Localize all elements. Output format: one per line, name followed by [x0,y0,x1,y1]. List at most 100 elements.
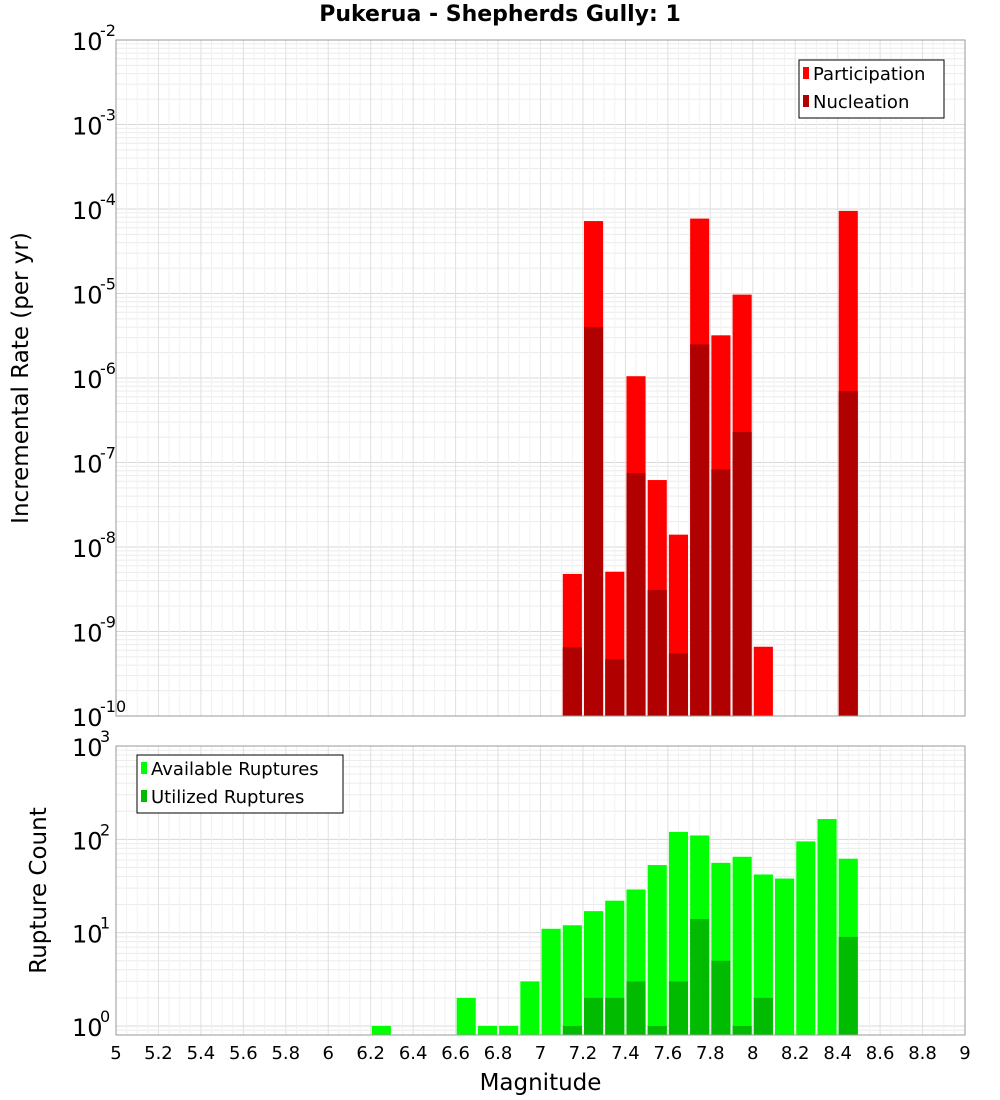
x-tick-label: 5.4 [187,1043,216,1064]
bar-utilized-ruptures [753,997,773,1035]
x-tick-label: 5.8 [271,1043,300,1064]
y-tick-label: 10 [72,620,103,648]
bar-available-ruptures [647,865,667,1035]
x-tick-label: 5.2 [144,1043,173,1064]
y-tick-exponent: 1 [100,914,110,933]
bar-utilized-ruptures [838,936,858,1035]
y-tick-exponent: -10 [100,697,126,716]
bar-nucleation [838,391,858,716]
bar-utilized-ruptures [562,1025,582,1035]
bar-utilized-ruptures [647,1025,667,1035]
legend-label: Participation [813,64,925,85]
x-tick-label: 7 [535,1043,546,1064]
y-tick-label: 10 [72,366,103,394]
y-axis-label: Rupture Count [26,807,52,973]
bar-available-ruptures [732,856,752,1035]
bar-utilized-ruptures [711,960,731,1035]
y-tick-exponent: -9 [100,613,116,632]
y-tick-label: 10 [72,28,103,56]
x-tick-label: 8.4 [823,1043,852,1064]
bar-available-ruptures [520,981,540,1035]
x-tick-label: 8.8 [908,1043,937,1064]
y-tick-label: 10 [72,535,103,563]
bar-nucleation [732,431,752,716]
bar-utilized-ruptures [626,981,646,1035]
y-tick-label: 10 [72,734,103,762]
x-tick-label: 8.2 [781,1043,810,1064]
legend: Participation Nucleation [798,59,945,119]
chart-panel-1: 10-1010-910-810-710-610-510-410-310-2Inc… [8,21,966,732]
y-tick-label: 10 [72,1014,103,1042]
y-tick-exponent: 2 [100,820,110,839]
bar-nucleation [711,469,731,716]
bar-nucleation [605,659,625,716]
bar-available-ruptures [477,1025,497,1035]
x-tick-label: 7.8 [696,1043,725,1064]
bar-utilized-ruptures [605,997,625,1035]
bar-nucleation [668,653,689,716]
y-tick-exponent: -4 [100,190,116,209]
y-tick-label: 10 [72,282,103,310]
x-tick-label: 8.6 [866,1043,895,1064]
x-tick-label: 6.2 [356,1043,385,1064]
x-tick-label: 5 [110,1043,121,1064]
y-tick-exponent: 0 [100,1007,110,1026]
x-tick-label: 5.6 [229,1043,258,1064]
bar-nucleation [690,344,710,716]
y-tick-label: 10 [72,451,103,479]
plot-border [115,745,966,1036]
legend-box [136,754,344,814]
bar-utilized-ruptures [690,919,710,1035]
legend-box [798,59,945,119]
bar-available-ruptures [499,1025,519,1035]
y-tick-label: 10 [72,921,103,949]
legend: Available Ruptures Utilized Ruptures [136,754,344,814]
legend-swatch [803,95,809,107]
x-tick-label: 7.6 [654,1043,683,1064]
bar-utilized-ruptures [732,1025,752,1035]
bar-nucleation [562,647,582,716]
x-tick-label: 9 [959,1043,970,1064]
y-tick-label: 10 [72,827,103,855]
x-tick-label: 6.4 [399,1043,428,1064]
y-tick-exponent: -7 [100,444,116,463]
y-tick-exponent: -3 [100,106,116,125]
x-tick-label: 7.4 [611,1043,640,1064]
y-tick-exponent: -5 [100,275,116,294]
x-tick-label: 8 [747,1043,758,1064]
bar-available-ruptures [562,925,582,1035]
legend-swatch [141,790,147,802]
y-axis-label: Incremental Rate (per yr) [8,232,34,524]
legend-swatch [141,762,147,774]
y-tick-label: 10 [72,197,103,225]
bar-available-ruptures [456,997,476,1035]
bar-available-ruptures [371,1025,391,1035]
chart-title: Pukerua - Shepherds Gully: 1 [319,2,681,27]
x-tick-label: 7.2 [569,1043,598,1064]
bar-participation [753,646,773,716]
x-tick-label: 6 [323,1043,334,1064]
legend-label: Utilized Ruptures [151,787,304,808]
bar-nucleation [647,589,667,716]
legend-swatch [803,67,809,79]
legend-label: Available Ruptures [151,759,319,780]
plot-border [115,39,966,717]
x-axis-label: Magnitude [480,1070,602,1096]
bar-available-ruptures [817,819,837,1035]
bar-available-ruptures [541,928,561,1035]
y-tick-exponent: -8 [100,528,116,547]
bar-available-ruptures [753,874,773,1035]
bar-available-ruptures [796,841,816,1035]
bar-utilized-ruptures [668,981,689,1035]
legend-label: Nucleation [813,92,909,113]
bar-nucleation [584,327,604,716]
x-tick-label: 6.6 [441,1043,470,1064]
x-tick-label: 6.8 [484,1043,513,1064]
bar-nucleation [626,473,646,716]
bar-utilized-ruptures [584,997,604,1035]
y-tick-exponent: 3 [100,727,110,746]
bar-available-ruptures [775,878,795,1035]
y-tick-exponent: -6 [100,359,116,378]
